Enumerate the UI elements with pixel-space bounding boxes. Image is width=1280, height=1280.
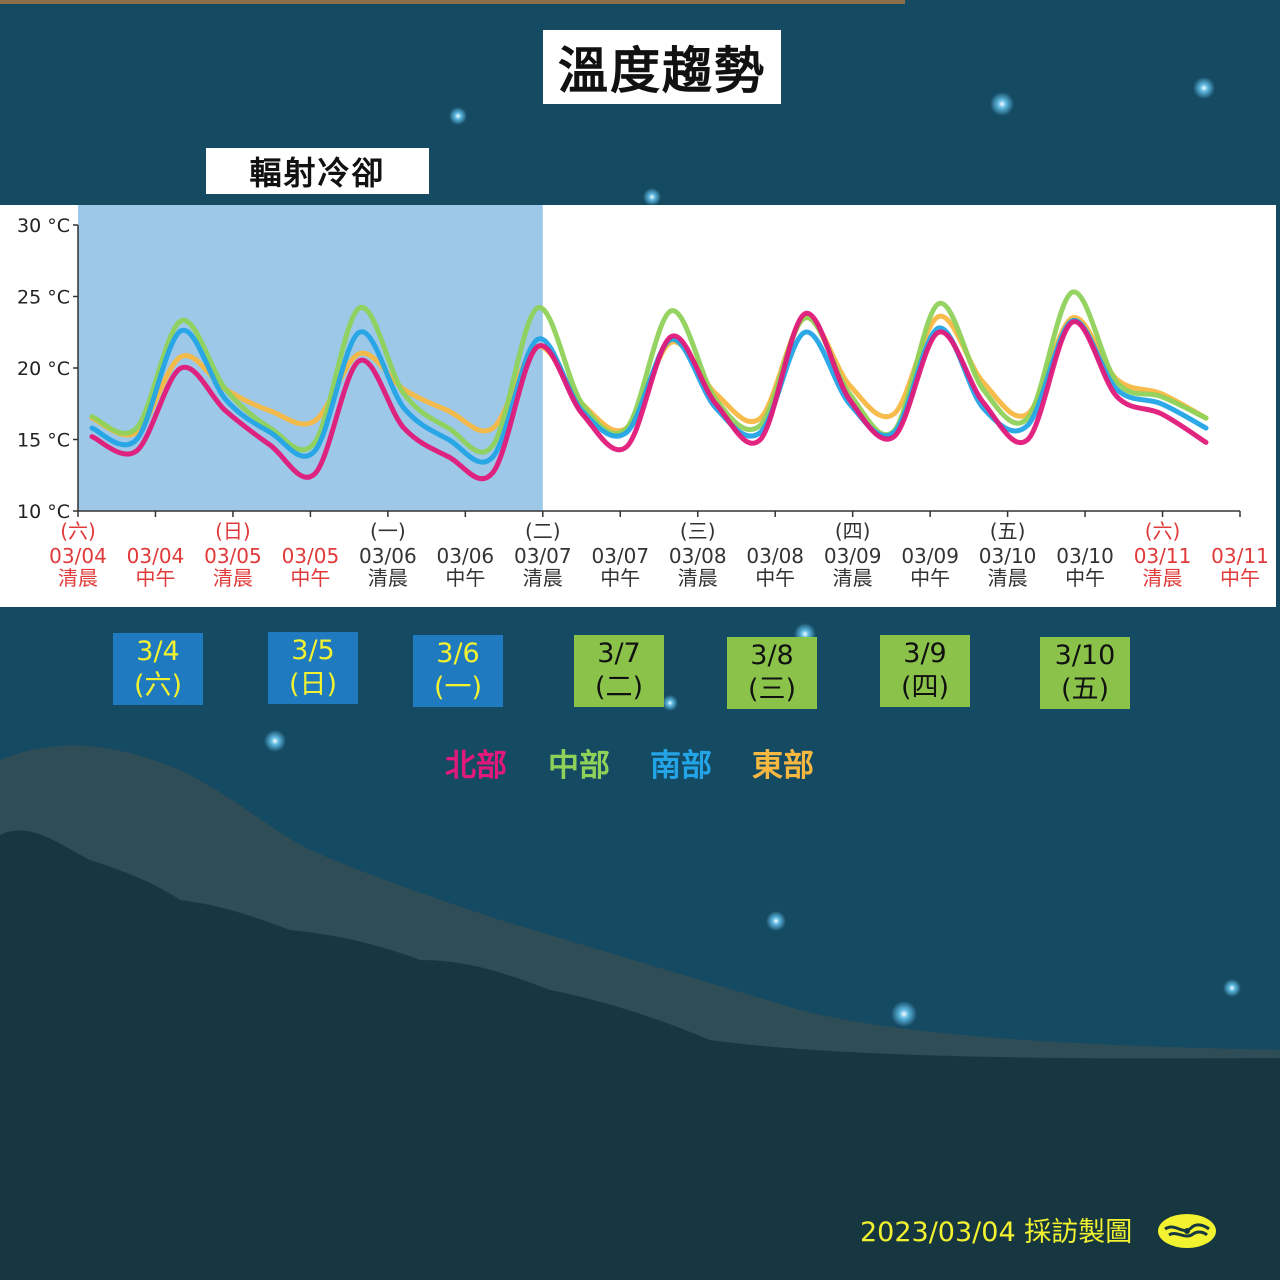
temperature-line-chart: 10 °C15 °C20 °C25 °C30 °C(六)03/04清晨03/04…: [17, 205, 1269, 590]
x-tick-date: 03/11: [1134, 544, 1192, 568]
x-tick-period: 中午: [135, 566, 175, 590]
x-tick-date: 03/04: [127, 544, 185, 568]
x-tick-period: 清晨: [988, 566, 1028, 590]
radiative-cooling-label: 輻射冷卻: [206, 148, 429, 194]
day-box-weekday: (一): [433, 672, 483, 703]
x-tick-date: 03/08: [746, 544, 804, 568]
x-tick-period: 清晨: [678, 566, 718, 590]
x-tick-period: 清晨: [213, 566, 253, 590]
x-tick-period: 清晨: [1143, 566, 1183, 590]
x-tick-weekday: (六): [1145, 519, 1181, 543]
y-tick-label: 25 °C: [17, 287, 70, 309]
x-tick-weekday: (一): [370, 519, 406, 543]
x-tick-period: 清晨: [833, 566, 873, 590]
x-tick-weekday: (六): [60, 519, 96, 543]
day-box-weekday: (三): [747, 674, 797, 705]
x-tick-date: 03/09: [901, 544, 959, 568]
x-tick-date: 03/07: [591, 544, 649, 568]
y-tick-label: 20 °C: [17, 358, 70, 380]
x-tick-period: 中午: [600, 566, 640, 590]
x-tick-date: 03/05: [204, 544, 262, 568]
day-box-date: 3/6: [436, 638, 480, 669]
x-tick-period: 清晨: [368, 566, 408, 590]
day-box-3-10: 3/10 (五): [1040, 637, 1130, 709]
x-tick-weekday: (日): [215, 519, 251, 543]
x-tick-weekday: (二): [525, 519, 561, 543]
page-title: 溫度趨勢: [543, 30, 781, 104]
day-box-weekday: (四): [900, 672, 950, 703]
series-line-central: [89, 289, 1209, 455]
y-tick-label: 30 °C: [17, 215, 70, 237]
x-tick-period: 中午: [445, 566, 485, 590]
day-box-3-7: 3/7 (二): [574, 635, 664, 707]
x-tick-period: 中午: [910, 566, 950, 590]
day-box-weekday: (六): [133, 670, 183, 701]
day-box-date: 3/5: [291, 635, 335, 666]
x-tick-date: 03/07: [514, 544, 572, 568]
x-tick-period: 中午: [290, 566, 330, 590]
day-box-date: 3/10: [1054, 640, 1116, 671]
x-tick-date: 03/10: [1056, 544, 1114, 568]
legend: 北部 中部 南部 東部: [0, 740, 1280, 790]
cwb-logo-icon: [1158, 1214, 1216, 1248]
legend-item-east: 東部: [752, 748, 814, 784]
x-tick-period: 中午: [755, 566, 795, 590]
day-box-weekday: (五): [1060, 674, 1110, 705]
day-box-3-5: 3/5 (日): [268, 632, 358, 704]
x-tick-weekday: (五): [990, 519, 1026, 543]
x-tick-date: 03/06: [437, 544, 495, 568]
x-tick-period: 中午: [1065, 566, 1105, 590]
radiative-cooling-region: [78, 205, 543, 511]
day-box-3-6: 3/6 (一): [413, 635, 503, 707]
legend-item-south: 南部: [650, 748, 712, 784]
x-tick-date: 03/11: [1211, 544, 1269, 568]
y-tick-label: 10 °C: [17, 501, 70, 523]
day-box-3-4: 3/4 (六): [113, 633, 203, 705]
x-tick-weekday: (四): [835, 519, 871, 543]
day-box-date: 3/9: [903, 638, 947, 669]
x-tick-period: 中午: [1220, 566, 1260, 590]
legend-item-north: 北部: [445, 748, 507, 784]
hill-silhouette-front: [0, 830, 1280, 1280]
x-tick-date: 03/06: [359, 544, 417, 568]
x-tick-period: 清晨: [523, 566, 563, 590]
day-box-weekday: (二): [594, 672, 644, 703]
legend-item-central: 中部: [548, 748, 610, 784]
x-tick-date: 03/10: [979, 544, 1037, 568]
footer-credit: 2023/03/04 採訪製圖: [860, 1217, 1133, 1248]
series-line-north: [89, 311, 1209, 482]
x-tick-weekday: (三): [680, 519, 716, 543]
day-box-3-8: 3/8 (三): [727, 637, 817, 709]
x-tick-date: 03/08: [669, 544, 727, 568]
y-tick-label: 15 °C: [17, 430, 70, 452]
day-box-date: 3/4: [136, 636, 180, 667]
x-tick-date: 03/09: [824, 544, 882, 568]
x-tick-period: 清晨: [58, 566, 98, 590]
day-box-3-9: 3/9 (四): [880, 635, 970, 707]
x-tick-date: 03/04: [49, 544, 107, 568]
day-box-date: 3/8: [750, 640, 794, 671]
x-tick-date: 03/05: [282, 544, 340, 568]
day-box-date: 3/7: [597, 638, 641, 669]
top-accent-bar: [0, 0, 905, 4]
day-box-weekday: (日): [288, 669, 338, 700]
